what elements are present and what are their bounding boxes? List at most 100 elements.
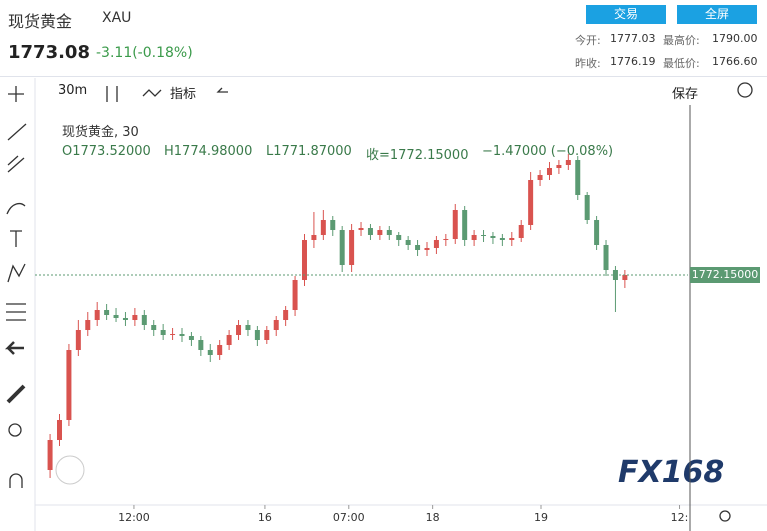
candle-body	[546, 168, 552, 175]
stat: 1776.19	[610, 55, 656, 68]
indicators[interactable]: 指标	[170, 87, 197, 102]
candle-body	[528, 180, 534, 225]
candle-body	[66, 350, 72, 420]
candle-body	[471, 235, 477, 240]
crosshair-icon	[8, 86, 24, 102]
candle-body	[386, 230, 392, 235]
candle-body	[377, 230, 383, 235]
candle-body	[594, 220, 600, 245]
x-tick-label: 18	[426, 511, 440, 524]
fullscreen-button[interactable]: 全屏	[677, 5, 757, 24]
candle-body	[311, 235, 317, 240]
back-icon	[4, 341, 24, 355]
candle-body	[104, 310, 110, 315]
candle-body	[188, 336, 194, 340]
candle-body	[198, 340, 204, 350]
candle-body	[160, 330, 166, 335]
stat: 昨收:	[575, 57, 601, 70]
candle-body	[603, 245, 609, 270]
candle-body	[122, 318, 128, 320]
candle-body	[151, 325, 157, 330]
indicator-icon	[142, 89, 162, 97]
legend-change: −1.47000 (−0.08%)	[482, 144, 614, 159]
candle-body	[499, 238, 505, 240]
candle-body	[537, 175, 543, 180]
pattern-icon	[7, 263, 26, 283]
candle-body	[236, 325, 242, 335]
interval[interactable]: 30m	[58, 83, 88, 98]
stat: 最低价:	[663, 57, 700, 70]
fib-icon	[6, 303, 26, 321]
candle-body	[575, 160, 581, 195]
x-tick-label: 07:00	[333, 511, 365, 524]
stat: 最高价:	[663, 34, 700, 47]
legend-low: L1771.87000	[266, 144, 352, 159]
candle-body	[56, 420, 62, 440]
logo-button[interactable]	[55, 455, 85, 485]
candle-body	[75, 330, 81, 350]
candle-body	[170, 334, 176, 335]
candle-body	[490, 236, 496, 238]
stat: 今开:	[575, 34, 601, 47]
x-tick-label: 12:	[671, 511, 689, 524]
candle-body	[245, 325, 251, 330]
candle-body	[292, 280, 298, 310]
candle-body	[452, 210, 458, 239]
candle-body	[622, 275, 628, 280]
magnet-icon	[9, 473, 23, 488]
last-price-label: 1772.15000	[692, 268, 758, 281]
price: 1773.08	[8, 42, 90, 63]
x-tick-label: 12:00	[118, 511, 150, 524]
stat: 1766.60	[712, 55, 758, 68]
watermark: FX168	[618, 455, 725, 490]
candle-body	[481, 235, 487, 236]
candle-body	[254, 330, 260, 340]
legend-high: H1774.98000	[164, 144, 253, 159]
candle-body	[47, 440, 53, 470]
trade-button[interactable]: 交易	[586, 5, 666, 24]
settings-icon	[737, 82, 753, 98]
candle-body	[339, 230, 345, 265]
candle-body	[141, 315, 147, 325]
change: -3.11(-0.18%)	[96, 45, 193, 61]
candle-body	[462, 210, 468, 240]
candle-type-icon	[106, 86, 118, 102]
title: 现货黄金	[8, 12, 73, 31]
candle-body	[584, 195, 590, 220]
line-icon	[7, 123, 27, 141]
candle-body	[207, 350, 213, 355]
candle-body	[509, 238, 515, 240]
candle-body	[367, 228, 373, 235]
candle-body	[349, 230, 355, 265]
x-tick-label: 16	[258, 511, 272, 524]
candle-body	[405, 240, 411, 245]
candle-body	[358, 228, 364, 230]
candle-body	[424, 248, 430, 250]
candle-body	[226, 335, 232, 345]
ruler-icon	[6, 384, 26, 404]
candle-body	[283, 310, 289, 320]
candle-body	[433, 240, 439, 248]
candle-body	[301, 240, 307, 280]
last-price-tag	[690, 267, 760, 283]
stat: 1790.00	[712, 32, 758, 45]
save[interactable]: 保存	[672, 87, 699, 102]
candle-body	[396, 235, 402, 240]
zoom-icon	[8, 423, 22, 437]
candle-body	[556, 165, 562, 168]
candle-body	[113, 315, 119, 318]
candle-body	[443, 239, 449, 240]
text-icon	[10, 230, 22, 247]
axis-settings-icon	[719, 510, 731, 522]
candle-body	[94, 310, 100, 320]
divider	[0, 76, 767, 77]
legend-name: 现货黄金, 30	[62, 125, 139, 140]
candle-body	[217, 345, 223, 355]
legend-open: O1773.52000	[62, 144, 151, 159]
candle-body	[85, 320, 91, 330]
candle-body	[273, 320, 279, 330]
candle-body	[415, 245, 421, 250]
candle-body	[565, 160, 571, 165]
